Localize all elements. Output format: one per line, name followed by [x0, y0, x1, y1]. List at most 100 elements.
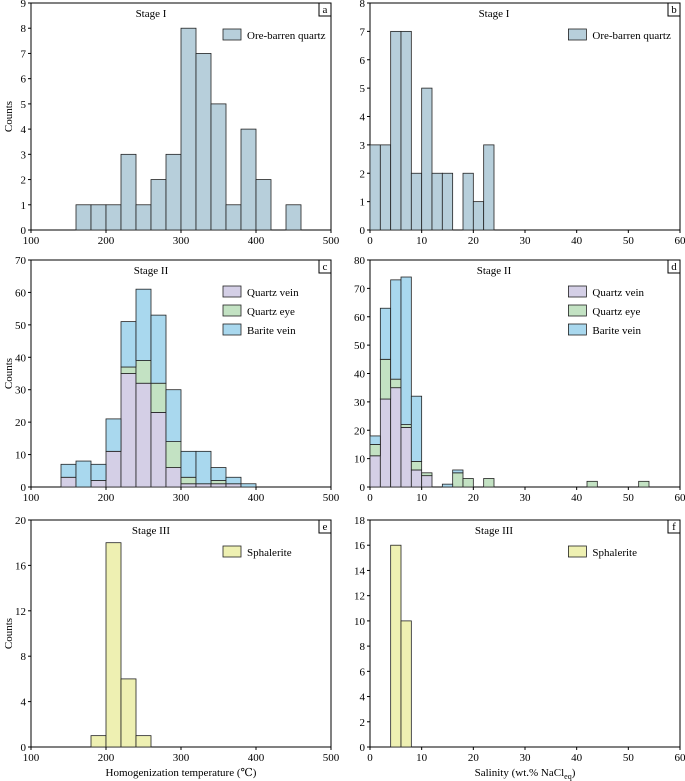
bar-d-s2-4 [390, 279, 402, 380]
y-axis-title: Counts [3, 101, 15, 132]
bar-c-s0-280 [165, 467, 182, 488]
legend-swatch [568, 545, 587, 558]
bar-c-s1-260 [150, 382, 167, 413]
bar-b-s0-2 [379, 144, 392, 231]
y-tick-label: 30 [15, 385, 27, 397]
panel-title: Stage III [132, 525, 171, 537]
bar-a-s0-220 [120, 153, 137, 231]
panel-letter-box [318, 2, 332, 17]
bar-e-s0-180 [90, 735, 107, 748]
panel-a: 100 200 300 400 500 0 1 2 3 4 5 6 7 8 9 Stage I a Ore-bar… [3, 0, 340, 247]
y-tick-label: 2 [21, 175, 27, 187]
y-tick-label: 40 [15, 352, 27, 364]
bar-c-s1-220 [120, 366, 137, 374]
bar-e-s0-220 [120, 678, 137, 748]
bar-d-s0-6 [400, 427, 412, 488]
panel-title: Stage I [136, 8, 167, 20]
y-tick-label: 16 [354, 540, 366, 552]
y-axis-title: Counts [3, 358, 15, 389]
x-tick-label: 500 [323, 752, 340, 764]
bar-b-s0-8 [410, 172, 423, 231]
bar-d-s0-8 [410, 469, 423, 488]
y-tick-label: 7 [360, 26, 366, 38]
x-tick-label: 400 [248, 492, 265, 504]
bar-a-s0-380 [240, 128, 257, 231]
bar-a-s0-160 [75, 204, 92, 231]
panel-title: Stage II [134, 265, 169, 277]
x-axis-title: Salinity (wt.% NaCleq) [475, 767, 576, 781]
bar-d-s1-8 [410, 461, 423, 471]
panel-letter-box [667, 519, 681, 534]
bar-c-s2-200 [105, 418, 122, 452]
x-tick-label: 500 [323, 492, 340, 504]
bar-d-s1-18 [462, 478, 474, 488]
panel-letter: f [672, 521, 676, 533]
bar-b-s0-4 [390, 30, 402, 231]
bar-c-s1-340 [210, 480, 227, 485]
bar-b-s0-14 [441, 172, 454, 231]
y-tick-label: 1 [21, 200, 27, 212]
bar-f-s0-6 [400, 620, 412, 748]
bar-c-s2-140 [60, 463, 77, 478]
legend-label: Barite vein [592, 325, 641, 337]
bar-c-s2-340 [210, 467, 227, 481]
legend-swatch [222, 285, 242, 298]
bar-c-s0-200 [105, 450, 122, 488]
legend-label: Ore-barren quartz [592, 30, 671, 42]
bar-c-s1-300 [180, 476, 197, 485]
bar-d-s1-0 [369, 444, 381, 457]
panel-letter: a [323, 4, 328, 16]
panel-b: 0 10 20 30 40 50 60 0 1 2 3 4 5 6 7 8 Stage I b Ore-barren… [360, 0, 685, 247]
y-tick-label: 2 [360, 717, 366, 729]
y-tick-label: 4 [21, 697, 27, 709]
panel-letter: c [323, 261, 328, 273]
legend-label: Quartz vein [592, 287, 644, 299]
y-tick-label: 5 [21, 99, 27, 111]
panel-c: 100 200 300 400 500 0 10 20 30 40 50 60 70 Stage II c Q… [3, 255, 340, 504]
panel-letter: b [671, 4, 677, 16]
y-tick-label: 12 [354, 591, 365, 603]
bar-c-s2-240 [135, 288, 152, 361]
legend-swatch [222, 323, 242, 336]
bar-e-s0-240 [135, 735, 152, 748]
y-tick-label: 20 [354, 425, 366, 437]
x-tick-label: 30 [520, 235, 532, 247]
y-tick-label: 18 [354, 515, 366, 527]
bar-d-s1-4 [390, 378, 402, 389]
x-tick-label: 100 [23, 235, 40, 247]
y-tick-label: 40 [354, 369, 366, 381]
bar-a-s0-240 [135, 204, 152, 231]
panel-d: 0 10 20 30 40 50 60 0 10 20 30 40 50 60 70 80 Stage II d Q… [354, 255, 685, 504]
bar-c-s0-340 [210, 483, 227, 488]
y-tick-label: 0 [360, 225, 366, 237]
y-tick-label: 50 [15, 320, 27, 332]
x-tick-label: 500 [323, 235, 340, 247]
bar-b-s0-20 [472, 201, 485, 231]
bar-b-s0-18 [462, 172, 474, 231]
bar-d-s2-8 [410, 395, 423, 462]
bar-c-s2-260 [150, 314, 167, 384]
bar-c-s1-240 [135, 360, 152, 384]
bar-c-s2-160 [75, 460, 92, 488]
x-tick-label: 400 [248, 752, 265, 764]
panel-title: Stage II [477, 265, 512, 277]
x-tick-label: 40 [571, 752, 583, 764]
panel-letter-box [667, 2, 681, 17]
y-tick-label: 5 [360, 83, 366, 95]
legend-label: Sphalerite [247, 547, 292, 559]
y-tick-label: 8 [360, 641, 366, 653]
x-tick-label: 60 [675, 492, 685, 504]
bar-c-s1-280 [165, 441, 182, 468]
bar-d-s2-6 [400, 276, 412, 425]
panel-letter-box [318, 519, 332, 534]
bar-c-s2-300 [180, 450, 197, 478]
x-axis-title-subscript: eq [564, 772, 572, 781]
bar-c-s0-320 [195, 483, 212, 488]
bar-a-s0-400 [255, 179, 272, 231]
y-tick-label: 50 [354, 340, 366, 352]
y-tick-label: 10 [15, 450, 27, 462]
panel-title: Stage I [479, 8, 510, 20]
panel-letter-box [318, 259, 332, 274]
y-tick-label: 1 [360, 197, 366, 209]
x-tick-label: 300 [173, 492, 190, 504]
